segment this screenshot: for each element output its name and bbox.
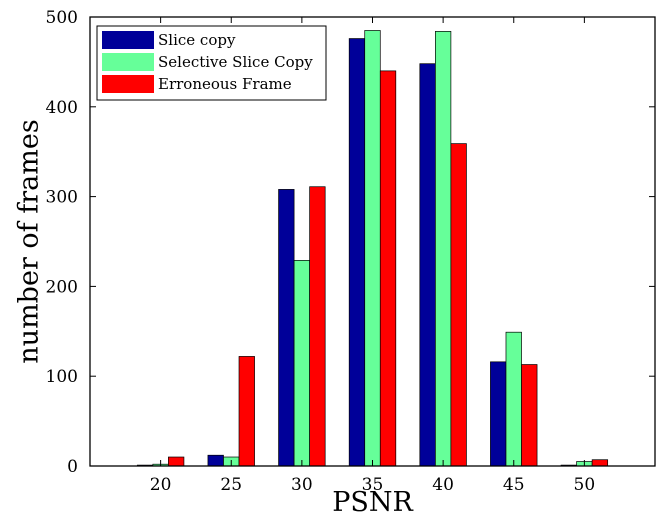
bar-erroneous-frame-30 [309,186,326,467]
bar-erroneous-frame-20 [168,456,185,467]
bar-slice-copy-45 [490,361,507,467]
y-tick-label-100: 100 [46,367,78,387]
x-axis-title: PSNR [332,487,413,518]
bar-selective-slice-copy-40 [435,31,452,467]
x-tick-label-20: 20 [150,475,172,495]
legend: Slice copy Selective Slice Copy Erroneou… [96,25,327,101]
bar-slice-copy-35 [348,38,366,467]
y-tick-label-0: 0 [67,457,78,477]
x-tick-label-35: 35 [362,475,384,495]
bar-slice-copy-30 [278,189,295,467]
legend-label-selective-slice-copy: Selective Slice Copy [158,53,313,71]
x-tick-label-50: 50 [574,475,596,495]
legend-label-slice-copy: Slice copy [158,31,236,49]
bar-erroneous-frame-25 [238,356,255,467]
legend-swatch-erroneous-frame [102,75,154,93]
bar-selective-slice-copy-30 [293,260,310,467]
legend-swatch-slice-copy [102,31,154,49]
y-tick-label-500: 500 [46,8,78,28]
y-tick-label-200: 200 [46,277,78,297]
y-axis-title: number of frames [14,119,45,363]
y-tick-label-300: 300 [46,188,78,208]
x-tick-label-30: 30 [291,475,313,495]
legend-swatch-selective-slice-copy [102,53,154,71]
bars-layer [136,30,609,467]
bar-selective-slice-copy-45 [505,331,522,467]
bar-selective-slice-copy-35 [364,30,381,467]
bar-erroneous-frame-35 [379,70,397,467]
bar-erroneous-frame-40 [450,143,467,467]
y-tick-label-400: 400 [46,98,78,118]
bar-erroneous-frame-45 [521,364,538,467]
bar-erroneous-frame-50 [591,459,609,467]
bar-slice-copy-25 [207,454,224,467]
bar-slice-copy-40 [419,63,436,467]
x-tick-label-45: 45 [503,475,525,495]
x-tick-label-40: 40 [432,475,454,495]
x-tick-label-25: 25 [220,475,242,495]
legend-label-erroneous-frame: Erroneous Frame [158,75,292,93]
